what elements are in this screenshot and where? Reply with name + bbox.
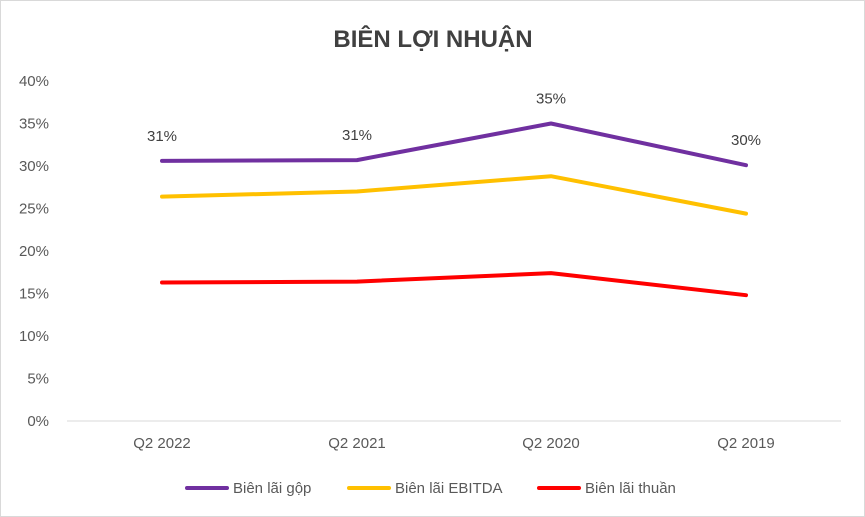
legend-label: Biên lãi thuần — [585, 480, 676, 497]
legend: Biên lãi gộp Biên lãi EBITDA Biên lãi thuầ… — [185, 480, 676, 497]
y-tick-label: 10% — [19, 328, 49, 345]
y-tick-label: 30% — [19, 158, 49, 175]
x-axis-ticks: Q2 2022 Q2 2021 Q2 2020 Q2 2019 — [133, 435, 775, 452]
y-tick-label: 20% — [19, 243, 49, 260]
data-label: 30% — [731, 132, 761, 149]
y-tick-label: 25% — [19, 201, 49, 218]
data-label: 35% — [536, 91, 566, 108]
data-label: 31% — [342, 127, 372, 144]
legend-label: Biên lãi gộp — [233, 480, 311, 497]
y-tick-label: 5% — [27, 371, 49, 388]
x-tick-label: Q2 2022 — [133, 435, 191, 452]
y-tick-label: 15% — [19, 286, 49, 303]
series-line-2 — [160, 174, 748, 216]
x-tick-label: Q2 2019 — [717, 435, 775, 452]
y-tick-label: 0% — [27, 413, 49, 430]
data-label: 31% — [147, 128, 177, 145]
x-tick-label: Q2 2020 — [522, 435, 580, 452]
series-lines — [160, 121, 748, 298]
y-tick-label: 35% — [19, 116, 49, 133]
data-labels: 31% 31% 35% 30% — [147, 91, 761, 150]
chart-title: BIÊN LỢI NHUẬN — [333, 25, 532, 53]
series-line-1 — [160, 121, 748, 168]
x-tick-label: Q2 2021 — [328, 435, 386, 452]
legend-label: Biên lãi EBITDA — [395, 480, 503, 497]
y-tick-label: 40% — [19, 73, 49, 90]
y-axis-ticks: 0% 5% 10% 15% 20% 25% 30% 35% 40% — [19, 73, 49, 430]
series-line-3 — [160, 271, 748, 298]
